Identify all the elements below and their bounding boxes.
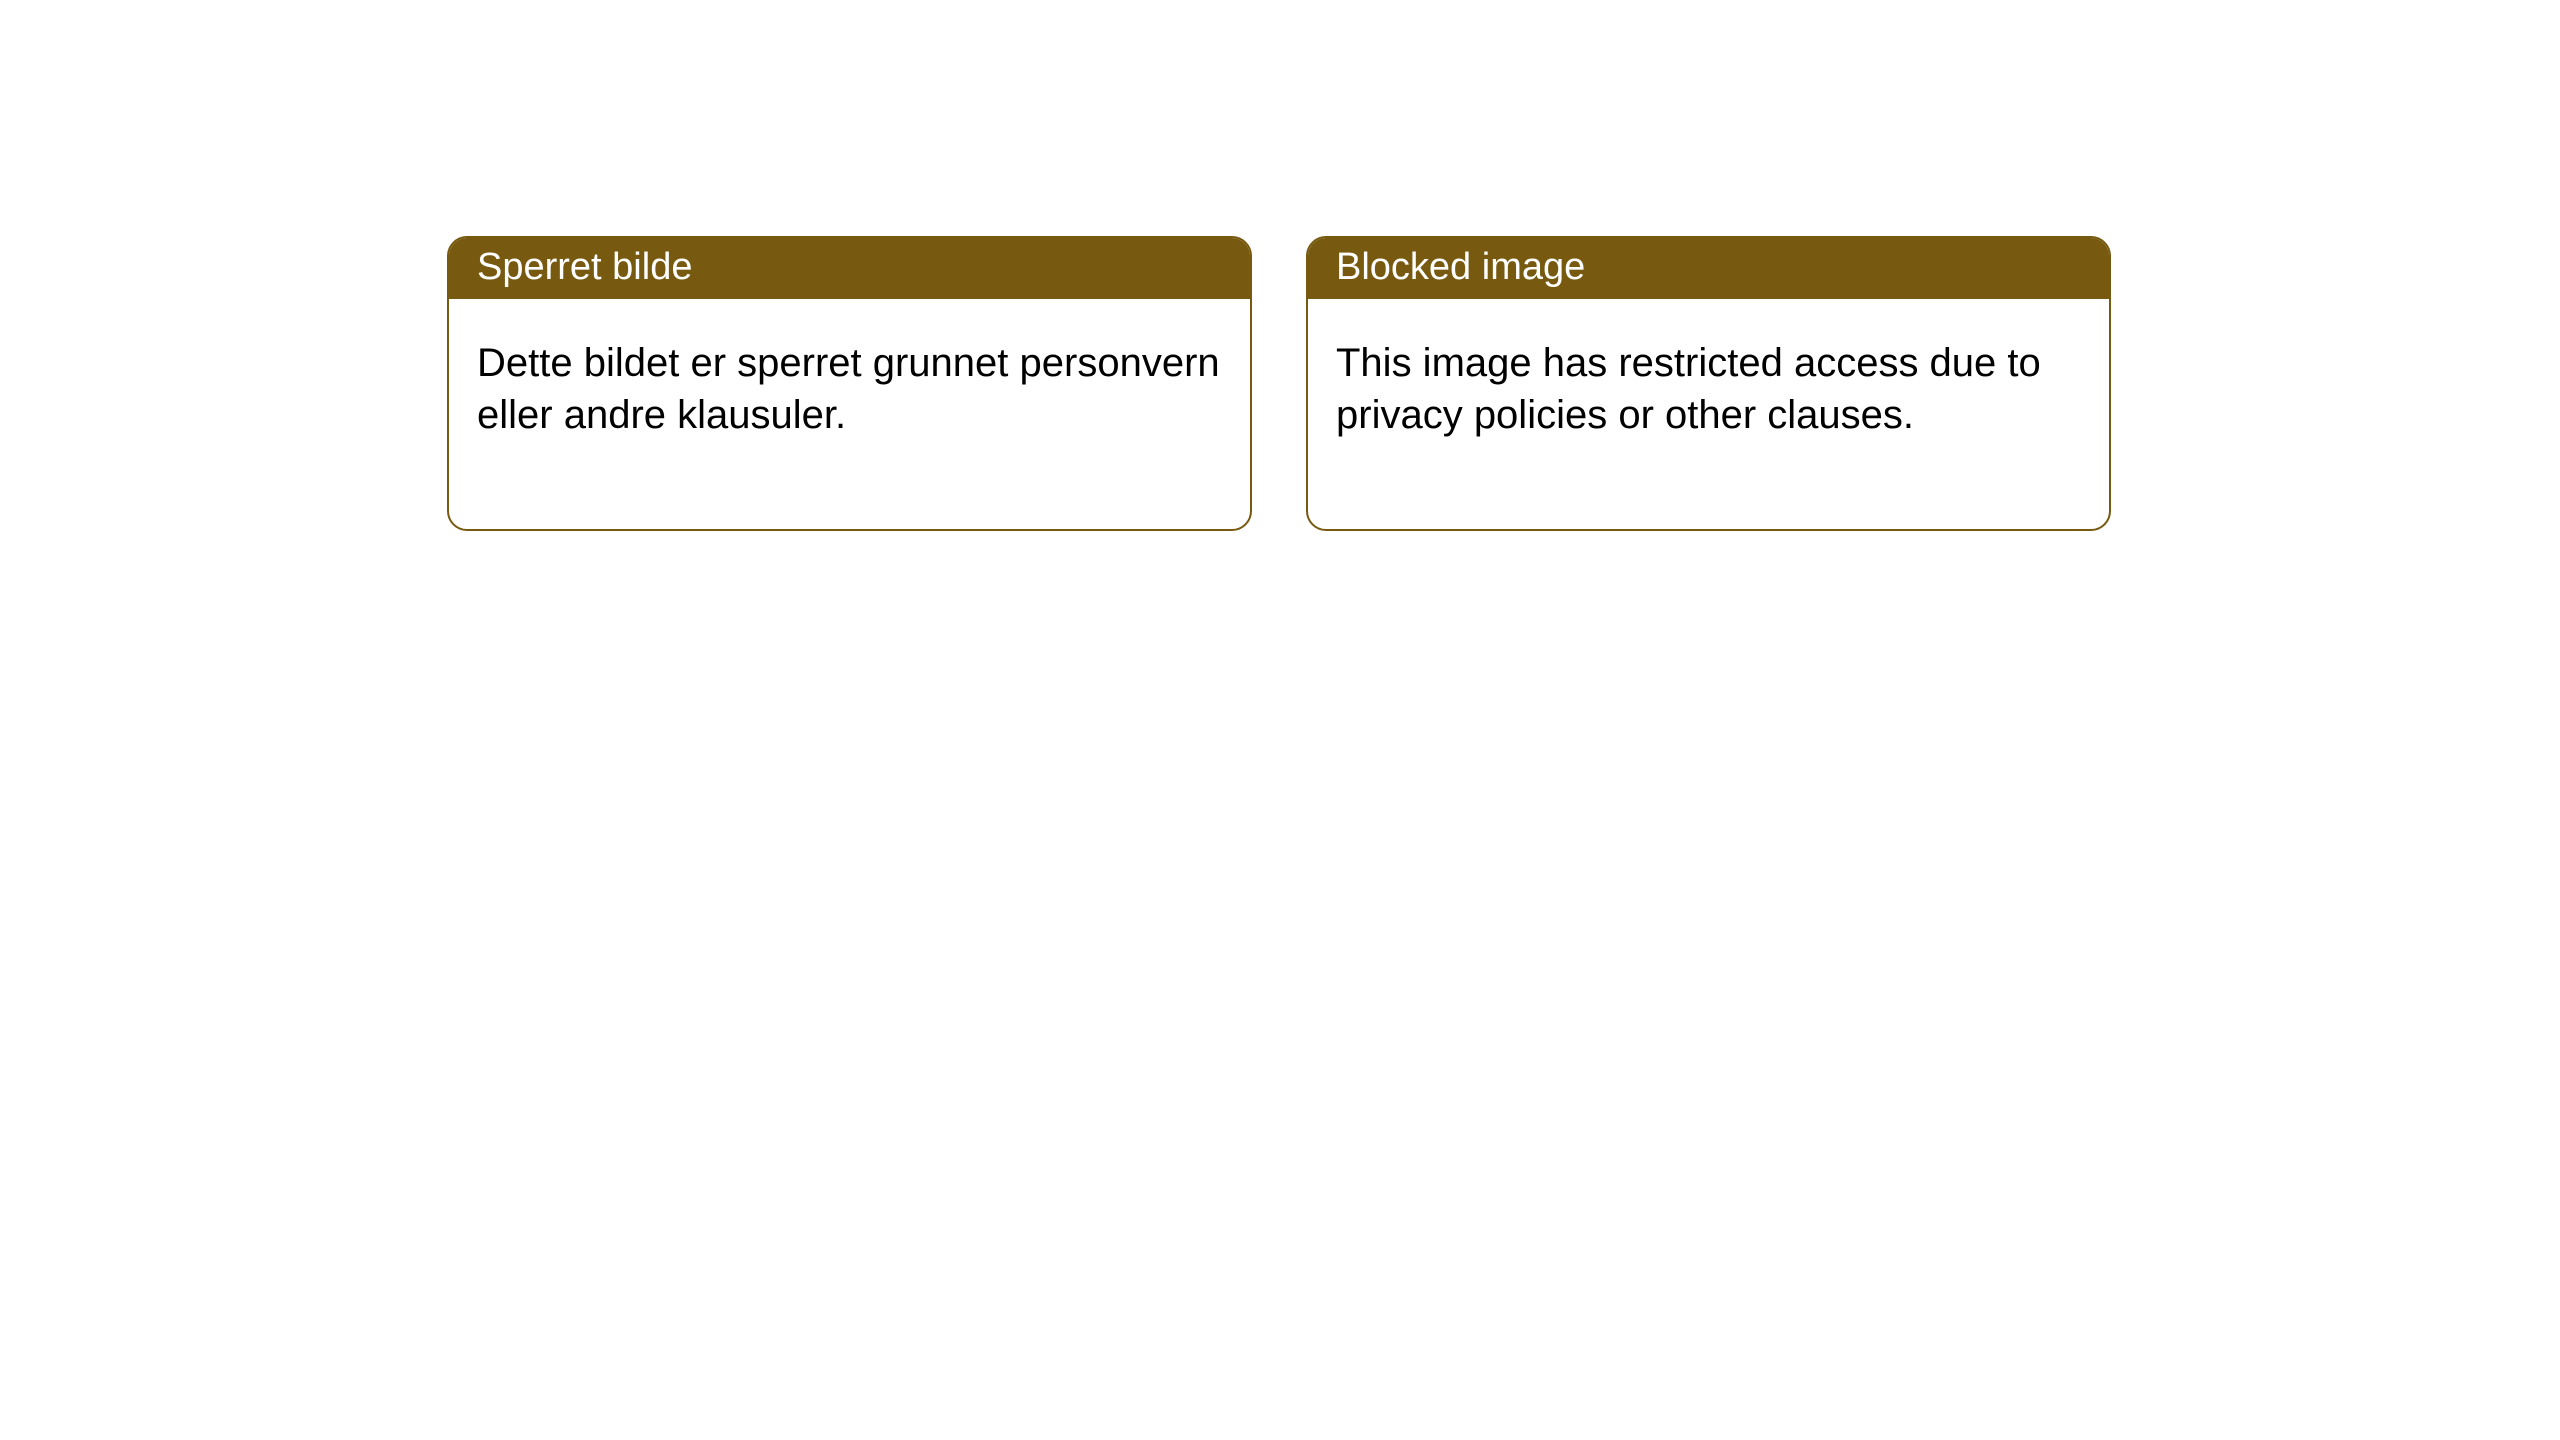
card-body: Dette bildet er sperret grunnet personve… [449,299,1250,529]
card-header: Sperret bilde [449,238,1250,299]
notice-card-norwegian: Sperret bilde Dette bildet er sperret gr… [447,236,1252,531]
card-header: Blocked image [1308,238,2109,299]
card-body-text: This image has restricted access due to … [1336,341,2041,437]
card-title: Sperret bilde [477,246,692,288]
card-body-text: Dette bildet er sperret grunnet personve… [477,341,1220,437]
card-title: Blocked image [1336,246,1585,288]
notice-card-english: Blocked image This image has restricted … [1306,236,2111,531]
card-body: This image has restricted access due to … [1308,299,2109,529]
notice-cards-container: Sperret bilde Dette bildet er sperret gr… [0,0,2560,531]
